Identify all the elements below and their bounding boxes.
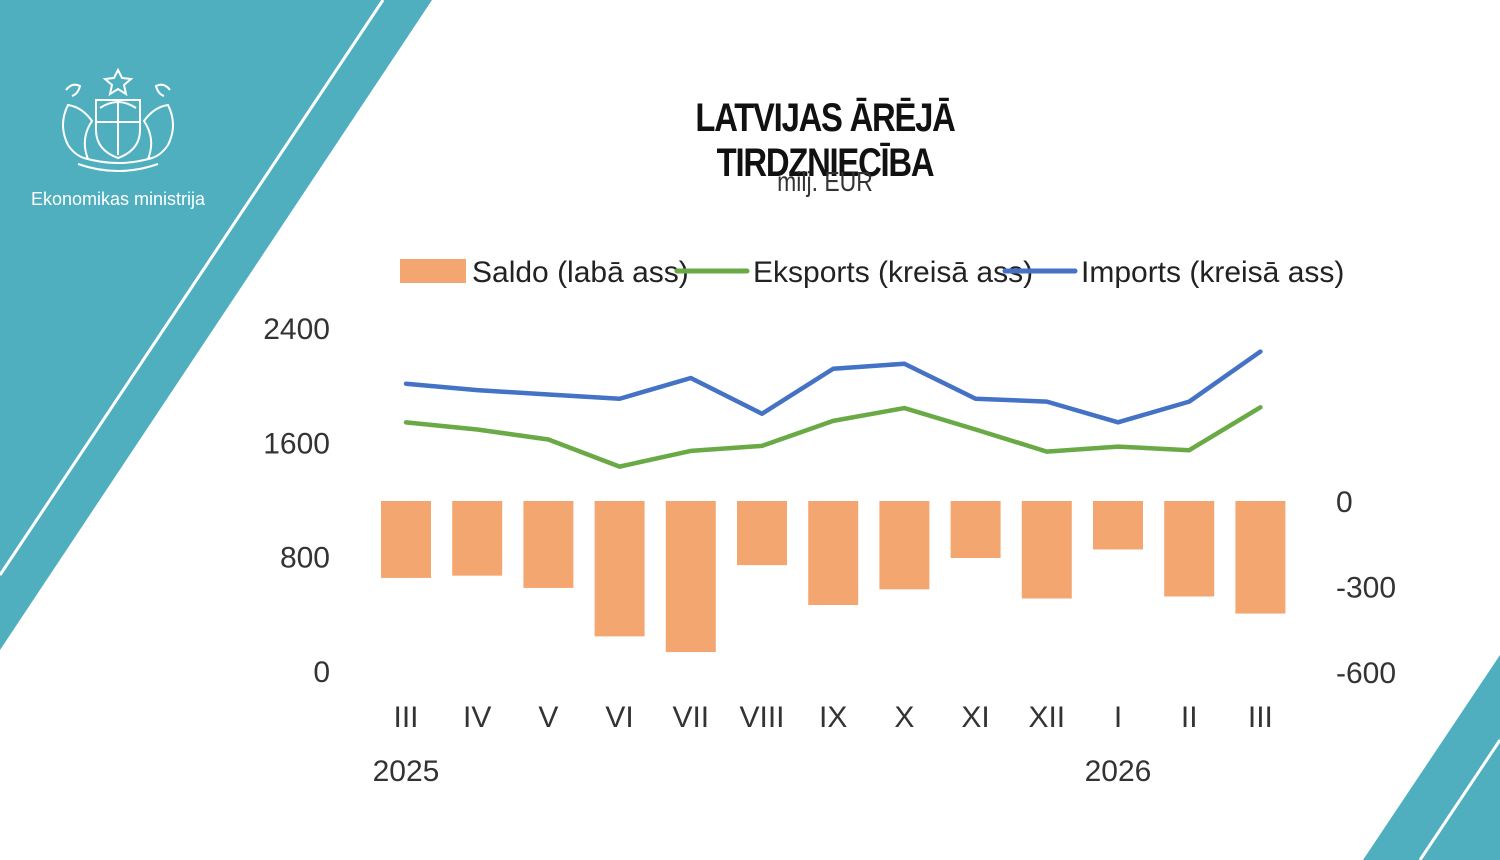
saldo-bar: [950, 501, 1001, 558]
chart-subtitle: milj. EUR: [777, 166, 873, 197]
eksports-line: [403, 405, 1263, 469]
coat-of-arms-icon: [62, 67, 174, 172]
right-axis-tick: -600: [1336, 657, 1396, 690]
saldo-bar: [452, 501, 503, 576]
chart-title: LATVIJAS ĀRĒJĀ TIRDZNIECĪBA: [695, 96, 955, 185]
top-left-stripe: [0, 0, 385, 576]
year-label: 2025: [373, 755, 440, 788]
saldo-bar: [1164, 501, 1215, 597]
x-tick-label: VII: [672, 701, 709, 734]
saldo-bar: [808, 501, 859, 606]
x-tick-label: VIII: [739, 701, 784, 734]
chart-legend: Saldo (labā ass) Eksports (kreisā ass) Imp…: [400, 256, 1344, 289]
right-axis-tick: -300: [1336, 572, 1396, 605]
x-tick-label: XII: [1028, 701, 1065, 734]
left-axis-tick: 0: [313, 656, 330, 689]
saldo-bar: [1235, 501, 1286, 614]
x-tick-label: I: [1114, 701, 1122, 734]
saldo-bar: [1093, 501, 1143, 550]
saldo-bars: [381, 501, 1286, 653]
bottom-right-teal-panel: [1363, 655, 1500, 860]
saldo-bar: [594, 501, 645, 637]
x-tick-label: IX: [819, 701, 847, 734]
bottom-right-stripe: [1418, 739, 1500, 860]
saldo-bar: [1021, 501, 1072, 599]
right-axis-tick: 0: [1336, 486, 1353, 519]
left-axis: 0 800 1600 2400: [263, 313, 330, 689]
left-axis-tick: 1600: [263, 427, 330, 460]
legend-label: Saldo (labā ass): [472, 256, 689, 289]
x-tick-label: II: [1181, 701, 1198, 734]
saldo-bar: [523, 501, 574, 588]
x-tick-label: IV: [463, 701, 491, 734]
organization-name: Ekonomikas ministrija: [30, 189, 206, 209]
legend-label: Imports (kreisā ass): [1081, 256, 1344, 289]
x-tick-label: X: [894, 701, 914, 734]
saldo-bar: [737, 501, 787, 566]
x-tick-label: XI: [961, 701, 989, 734]
left-axis-tick: 800: [280, 542, 330, 575]
x-tick-label: V: [538, 701, 558, 734]
legend-swatch-saldo: [400, 259, 466, 283]
left-axis-tick: 2400: [263, 313, 330, 346]
saldo-bar: [879, 501, 930, 590]
x-tick-label: III: [1248, 701, 1273, 734]
saldo-bar: [381, 501, 431, 578]
brand-block: Ekonomikas ministrija: [18, 60, 218, 210]
legend-label: Eksports (kreisā ass): [753, 256, 1033, 289]
saldo-bar: [665, 501, 716, 653]
line-series: [403, 349, 1263, 469]
right-axis: 0 -300 -600: [1336, 486, 1396, 690]
year-label: 2026: [1085, 755, 1152, 788]
x-tick-label: VI: [605, 701, 633, 734]
x-tick-label: III: [393, 701, 418, 734]
imports-line: [403, 349, 1263, 425]
